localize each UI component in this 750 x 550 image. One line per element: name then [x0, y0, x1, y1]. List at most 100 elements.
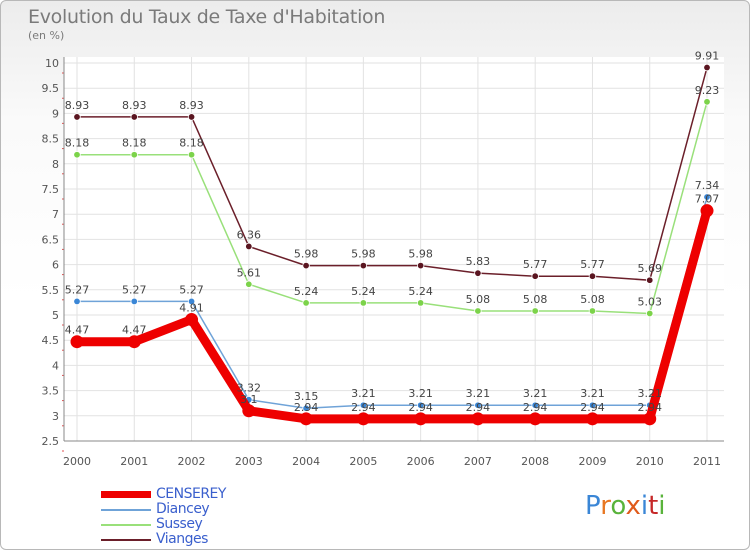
legend-swatch: [101, 539, 151, 541]
data-label-vianges: 5.77: [580, 258, 605, 271]
data-point-sussey: [359, 299, 368, 307]
data-label-vianges: 9.91: [695, 50, 720, 63]
y-tick-label: 9.5: [42, 82, 60, 95]
data-label-sussey: 9.23: [695, 84, 720, 97]
data-label-censerey: 4.47: [122, 324, 147, 337]
y-tick-label: 4.5: [42, 334, 60, 347]
y-tick-label: 3.5: [42, 385, 60, 398]
plot-area: [64, 57, 724, 441]
legend-label: CENSEREY: [156, 486, 226, 502]
data-point-sussey: [302, 299, 310, 307]
data-point-censerey: [242, 404, 256, 418]
data-point-diancey: [416, 401, 425, 409]
data-point-diancey: [130, 297, 138, 306]
data-point-sussey: [245, 280, 253, 288]
data-point-diancey: [531, 401, 539, 409]
data-point-censerey: [185, 313, 199, 327]
x-tick-label: 2003: [235, 455, 263, 468]
data-point-vianges: [703, 63, 711, 72]
data-point-censerey: [528, 412, 542, 426]
data-point-diancey: [73, 297, 81, 306]
y-tick-label: 10: [45, 57, 59, 70]
data-label-vianges: 6.36: [237, 228, 262, 241]
data-point-vianges: [302, 261, 310, 270]
data-point-censerey: [643, 412, 657, 426]
data-point-sussey: [187, 151, 196, 159]
data-point-vianges: [359, 261, 368, 270]
y-tick-label: 8: [52, 158, 59, 171]
x-tick-label: 2002: [178, 455, 206, 468]
legend-label: Diancey: [156, 501, 210, 517]
y-tick-label: 6.5: [42, 233, 60, 246]
y-tick-label: 2.5: [42, 435, 60, 448]
data-label-sussey: 5.08: [523, 293, 548, 306]
data-label-diancey: 3.21: [523, 387, 548, 400]
y-tick-label: 4: [52, 359, 59, 372]
data-point-vianges: [416, 261, 425, 270]
data-point-censerey: [127, 335, 141, 349]
data-point-censerey: [356, 412, 370, 426]
data-label-vianges: 8.93: [65, 99, 90, 112]
x-tick-label: 2010: [636, 455, 664, 468]
data-point-vianges: [130, 113, 138, 121]
data-label-vianges: 5.98: [408, 248, 433, 261]
data-point-sussey: [588, 307, 597, 315]
data-point-censerey: [299, 412, 313, 426]
data-label-sussey: 5.24: [294, 285, 319, 298]
data-label-censerey: 2.94: [294, 401, 319, 414]
data-label-censerey: 2.94: [408, 401, 433, 414]
data-point-sussey: [474, 307, 482, 315]
data-label-censerey: 4.47: [65, 324, 90, 337]
data-label-sussey: 8.18: [122, 137, 147, 150]
data-label-diancey: 3.21: [466, 387, 491, 400]
data-point-diancey: [359, 401, 368, 409]
x-tick-label: 2011: [693, 455, 721, 468]
data-label-censerey: 3.1: [240, 393, 258, 406]
x-tick-label: 2004: [292, 455, 320, 468]
logo-letter: x: [625, 491, 641, 521]
legend-item-vianges: Vianges: [101, 531, 301, 547]
data-point-vianges: [646, 276, 654, 284]
data-label-sussey: 5.03: [637, 295, 662, 308]
legend-label: Vianges: [156, 531, 208, 547]
x-tick-label: 2005: [349, 455, 377, 468]
data-point-diancey: [588, 401, 597, 409]
data-label-vianges: 5.98: [351, 248, 376, 261]
legend-item-censerey: CENSEREY: [101, 486, 301, 502]
data-label-diancey: 5.27: [179, 283, 204, 296]
y-tick-label: 5.5: [42, 284, 60, 297]
data-label-censerey: 2.94: [523, 401, 548, 414]
data-label-diancey: 5.27: [65, 283, 90, 296]
data-point-censerey: [414, 412, 428, 426]
data-label-diancey: 3.21: [637, 387, 662, 400]
x-tick-label: 2000: [63, 455, 91, 468]
data-label-censerey: 2.94: [580, 401, 605, 414]
data-point-vianges: [474, 269, 482, 277]
data-point-censerey: [585, 412, 599, 426]
data-point-vianges: [187, 113, 196, 121]
data-label-sussey: 8.18: [179, 137, 204, 150]
data-label-sussey: 5.24: [408, 285, 433, 298]
legend-swatch: [101, 509, 151, 511]
y-tick-label: 6: [52, 259, 59, 272]
data-label-diancey: 3.21: [351, 387, 376, 400]
data-point-sussey: [130, 151, 138, 159]
series-line-censerey: [72, 206, 712, 424]
series-line-diancey: [76, 196, 708, 409]
legend-item-diancey: Diancey: [101, 501, 301, 517]
data-label-censerey: 4.91: [179, 302, 204, 315]
data-point-censerey: [70, 335, 84, 349]
y-tick-label: 3: [52, 410, 59, 423]
x-tick-label: 2007: [464, 455, 492, 468]
data-label-diancey: 3.15: [294, 390, 319, 403]
legend-label: Sussey: [156, 516, 203, 532]
data-point-diancey: [474, 401, 482, 409]
chart-subtitle: (en %): [28, 29, 65, 42]
y-tick-label: 7: [52, 208, 59, 221]
data-point-vianges: [531, 272, 539, 280]
data-point-sussey: [531, 307, 539, 315]
x-tick-label: 2001: [120, 455, 148, 468]
data-label-vianges: 8.93: [179, 99, 204, 112]
data-label-sussey: 5.24: [351, 285, 376, 298]
y-tick-label: 8.5: [42, 133, 60, 146]
